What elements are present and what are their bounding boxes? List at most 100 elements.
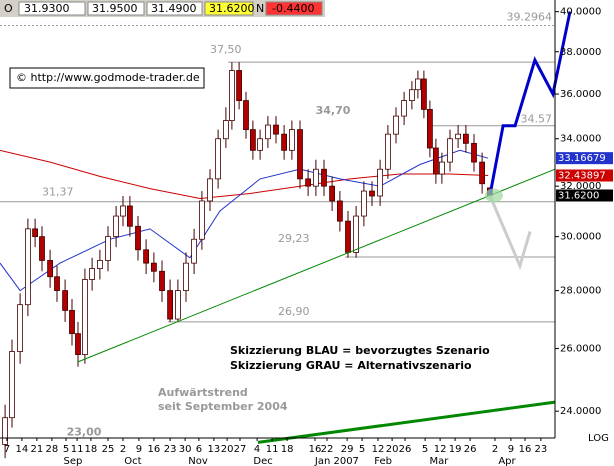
x-tick-label: 13 bbox=[208, 444, 221, 455]
x-tick-label: 14 bbox=[16, 444, 29, 455]
candle-body bbox=[9, 351, 15, 419]
value-box-label: 32.43897 bbox=[558, 171, 606, 182]
y-tick-label: 32.0000 bbox=[560, 181, 601, 192]
price-note: 34,70 bbox=[316, 104, 351, 117]
candle-body bbox=[62, 290, 68, 311]
candle-body bbox=[47, 260, 53, 278]
month-label: Jan 2007 bbox=[314, 456, 359, 466]
value-box-label: 33.16679 bbox=[558, 153, 606, 164]
highlight bbox=[484, 188, 503, 203]
candle-body bbox=[32, 228, 38, 238]
candle-body bbox=[369, 190, 375, 197]
x-tick-label: 26 bbox=[464, 444, 477, 455]
note: Skizzierung BLAU = bevorzugtes Szenario bbox=[230, 344, 490, 357]
candle-body bbox=[321, 168, 327, 187]
field bbox=[265, 1, 323, 16]
header-value: 31.9300 bbox=[24, 2, 70, 15]
candle-body bbox=[336, 200, 343, 222]
level-label: 26,90 bbox=[278, 305, 310, 318]
candle-body bbox=[312, 168, 319, 187]
x-tick-label: 19 bbox=[449, 444, 462, 455]
x-tick-label: 23 bbox=[535, 444, 548, 455]
candle-body bbox=[183, 262, 189, 291]
candle-body bbox=[377, 168, 384, 197]
candle-body bbox=[288, 129, 295, 151]
month-label: Sep bbox=[63, 456, 82, 466]
candle-body bbox=[462, 133, 469, 144]
header-value: 31.9500 bbox=[92, 2, 138, 15]
level-label: 31,37 bbox=[42, 186, 74, 199]
candle-body bbox=[345, 220, 351, 253]
candle-body bbox=[120, 205, 126, 217]
candle-body bbox=[471, 142, 477, 163]
trend-text: Aufwärtstrend bbox=[158, 386, 248, 399]
candle-body bbox=[198, 200, 205, 240]
x-tick-label: 5 bbox=[63, 444, 69, 455]
candle-body bbox=[97, 260, 103, 269]
candle-body bbox=[243, 100, 249, 130]
month-label: Dec bbox=[253, 456, 272, 466]
header-value: 31.4900 bbox=[151, 2, 197, 15]
candle-body bbox=[360, 190, 367, 217]
field bbox=[146, 1, 203, 16]
x-tick-label: 6 bbox=[196, 444, 202, 455]
field bbox=[87, 1, 145, 16]
candle-body bbox=[89, 268, 95, 280]
candle-body bbox=[24, 228, 31, 306]
copyright-box bbox=[9, 67, 205, 89]
level-label: 37,50 bbox=[210, 43, 242, 56]
note: Skizzierung GRAU = Alternativszenario bbox=[230, 359, 472, 372]
candle-body bbox=[105, 236, 111, 261]
candle-body bbox=[236, 70, 243, 101]
candle-body bbox=[143, 249, 150, 264]
candle-body bbox=[420, 78, 427, 110]
level-label: 39.2964 bbox=[507, 11, 553, 24]
drawing-line bbox=[77, 168, 556, 363]
scale-label: LOG bbox=[588, 433, 609, 444]
month-label: Feb bbox=[374, 456, 392, 466]
x-tick-label: 22 bbox=[321, 444, 334, 455]
candle-body bbox=[426, 109, 433, 149]
candle-body bbox=[249, 129, 256, 151]
candle-body bbox=[264, 124, 271, 140]
candle-body bbox=[191, 238, 198, 264]
candle-body bbox=[228, 70, 235, 121]
candle-body bbox=[135, 225, 141, 251]
x-tick-label: 11 bbox=[266, 444, 279, 455]
value-box-label: 31.6200 bbox=[558, 191, 599, 202]
candle-body bbox=[329, 185, 336, 202]
y-tick-label: 38.0000 bbox=[560, 47, 601, 58]
candle-body bbox=[305, 178, 312, 187]
x-tick-label: 21 bbox=[31, 444, 44, 455]
y-tick-label: 28.0000 bbox=[560, 286, 601, 297]
candle-body bbox=[167, 290, 174, 320]
month-label: Nov bbox=[188, 456, 208, 466]
candle-body bbox=[281, 133, 288, 151]
level-label: 29,23 bbox=[278, 232, 310, 245]
candle-body bbox=[297, 129, 303, 180]
candle-body bbox=[273, 124, 279, 135]
candle-body bbox=[432, 147, 439, 175]
x-tick-label: 20 bbox=[386, 444, 399, 455]
candle-body bbox=[222, 120, 229, 140]
candle-body bbox=[82, 279, 88, 355]
x-tick-label: 28 bbox=[46, 444, 59, 455]
candle-body bbox=[455, 133, 462, 140]
x-tick-label: 12 bbox=[434, 444, 447, 455]
header-value: -0.4400 bbox=[272, 2, 314, 15]
candle-body bbox=[174, 290, 181, 320]
x-tick-label: 18 bbox=[85, 444, 98, 455]
month-label: Apr bbox=[498, 456, 516, 466]
y-tick-label: 40.0000 bbox=[560, 7, 601, 18]
header-label: O bbox=[4, 2, 13, 15]
candle-body bbox=[17, 304, 24, 352]
x-tick-label: 7 bbox=[4, 444, 10, 455]
drawing-line bbox=[257, 400, 556, 444]
note-box bbox=[226, 343, 466, 373]
y-tick-label: 26.0000 bbox=[560, 344, 601, 355]
x-tick-label: 29 bbox=[341, 444, 354, 455]
x-tick-label: 20 bbox=[221, 444, 234, 455]
value-box bbox=[556, 189, 613, 202]
candle-body bbox=[353, 215, 360, 253]
header-value: 31.6200 bbox=[209, 2, 255, 15]
